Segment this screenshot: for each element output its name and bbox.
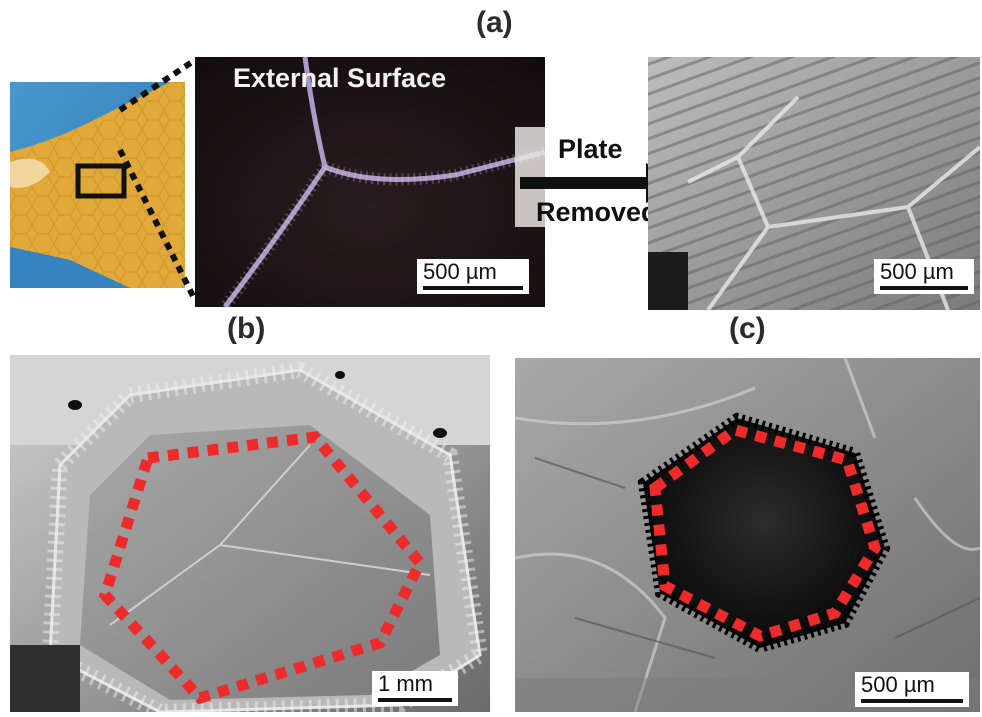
panel-a-label: (a) [476, 6, 513, 39]
scale-bar-line [423, 286, 523, 290]
panel-b-label: (b) [227, 312, 266, 345]
scale-bar-b: 1 mm [372, 671, 458, 706]
panel-c-sem-photo: 500 µm [515, 358, 980, 712]
scale-bar-label: 500 µm [861, 672, 935, 697]
scale-bar-label: 500 µm [880, 259, 954, 284]
scale-bar-a-right: 500 µm [874, 259, 974, 294]
panel-b-sem-photo: 1 mm [10, 355, 490, 712]
external-surface-photo: External Surface 500 µm [195, 57, 545, 307]
zoom-lines [117, 57, 198, 302]
scale-bar-line [861, 699, 963, 703]
arrow-text-removed: Removed [536, 197, 658, 227]
scale-bar-line [880, 286, 968, 290]
scale-bar-a-middle: 500 µm [417, 259, 529, 294]
scale-bar-label: 500 µm [423, 259, 497, 284]
shell-photo [10, 82, 185, 288]
external-surface-label: External Surface [233, 63, 447, 93]
scale-bar-label: 1 mm [378, 671, 433, 696]
arrow-text-plate: Plate [558, 134, 623, 164]
plate-removed-sem-photo: 500 µm [648, 57, 980, 310]
panel-c-sem-graphic [515, 358, 980, 712]
shell-photo-graphic [10, 82, 185, 288]
panel-c-label: (c) [729, 312, 766, 345]
scale-bar-c: 500 µm [855, 672, 969, 707]
scale-bar-line [378, 698, 452, 702]
panel-b-sem-graphic [10, 355, 490, 712]
